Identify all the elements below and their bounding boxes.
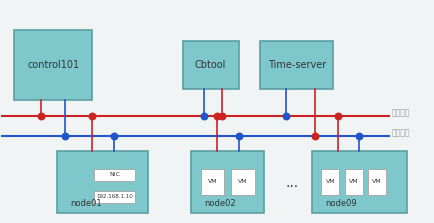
FancyBboxPatch shape <box>94 191 135 203</box>
FancyBboxPatch shape <box>260 41 333 89</box>
Point <box>110 134 117 138</box>
FancyBboxPatch shape <box>94 169 135 181</box>
Text: Cbtool: Cbtool <box>195 60 226 70</box>
Point <box>38 114 45 118</box>
Text: control101: control101 <box>27 60 79 70</box>
Text: VM: VM <box>207 180 217 184</box>
Point <box>61 134 68 138</box>
Point <box>89 114 95 118</box>
FancyBboxPatch shape <box>321 169 339 195</box>
FancyBboxPatch shape <box>57 151 148 213</box>
Text: 192.168.1.10: 192.168.1.10 <box>96 194 133 199</box>
Text: VM: VM <box>349 180 358 184</box>
Text: ...: ... <box>286 176 299 190</box>
Point <box>282 114 289 118</box>
Text: 管理网络: 管理网络 <box>391 108 410 117</box>
Text: VM: VM <box>326 180 335 184</box>
Point <box>214 114 220 118</box>
Point <box>218 114 225 118</box>
FancyBboxPatch shape <box>368 169 386 195</box>
FancyBboxPatch shape <box>345 169 363 195</box>
FancyBboxPatch shape <box>312 151 407 213</box>
FancyBboxPatch shape <box>201 169 224 195</box>
Text: VM: VM <box>238 180 247 184</box>
Point <box>201 114 207 118</box>
Text: VM: VM <box>372 180 382 184</box>
Text: node01: node01 <box>70 200 102 209</box>
Point <box>335 114 342 118</box>
Point <box>356 134 363 138</box>
FancyBboxPatch shape <box>191 151 264 213</box>
Text: NIC: NIC <box>109 172 120 177</box>
FancyBboxPatch shape <box>231 169 254 195</box>
Text: node09: node09 <box>325 200 356 209</box>
FancyBboxPatch shape <box>14 30 92 101</box>
Point <box>235 134 242 138</box>
Text: node02: node02 <box>204 200 236 209</box>
Point <box>312 134 319 138</box>
FancyBboxPatch shape <box>183 41 239 89</box>
Text: Time-server: Time-server <box>268 60 326 70</box>
Text: 业务网络: 业务网络 <box>391 128 410 137</box>
